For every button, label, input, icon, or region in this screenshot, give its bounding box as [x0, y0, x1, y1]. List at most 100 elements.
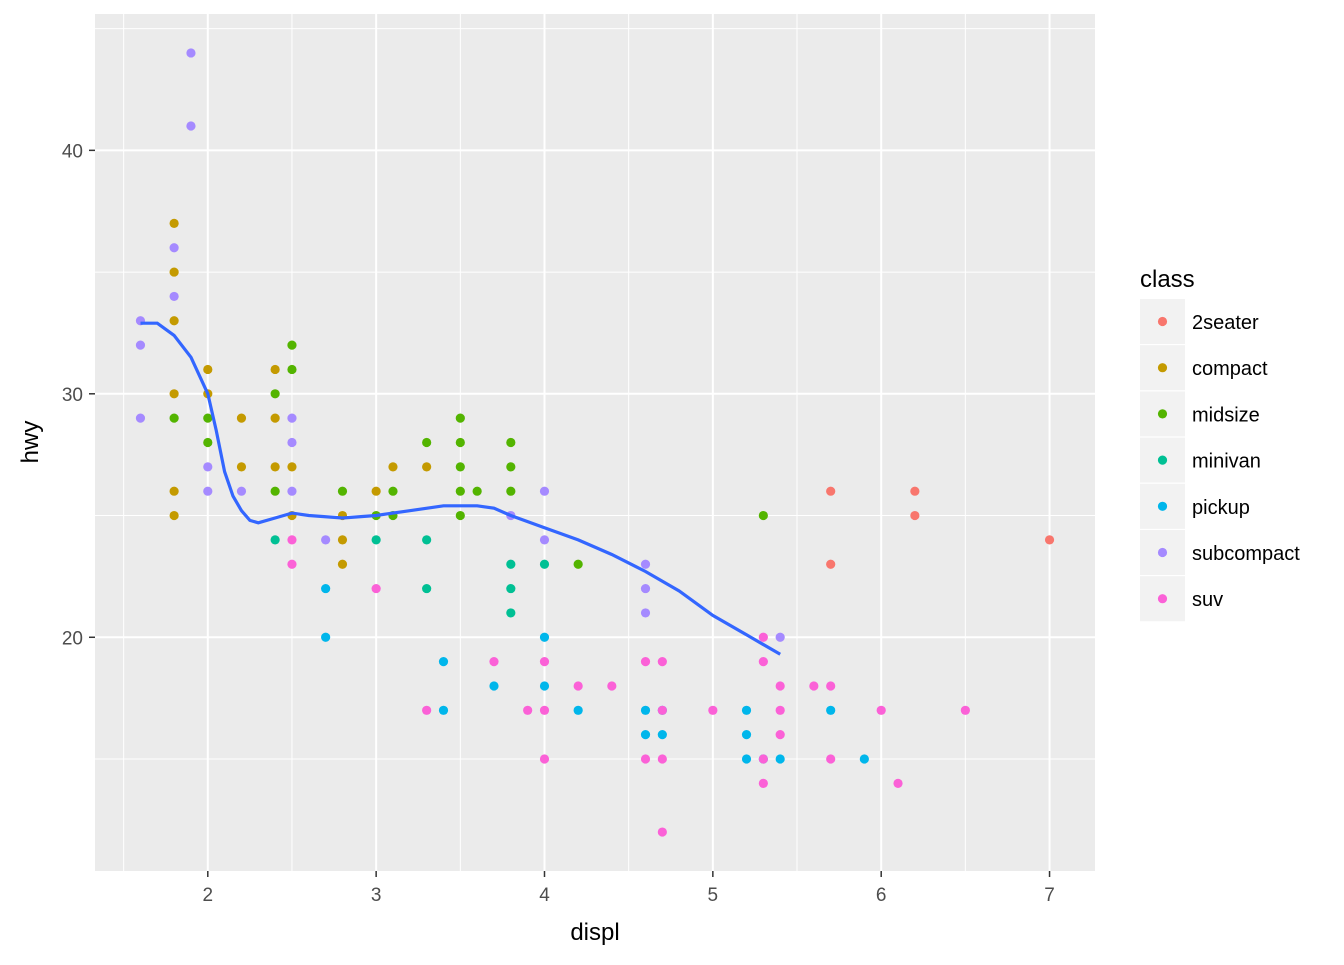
point-compact	[203, 364, 213, 375]
point-compact	[169, 510, 179, 521]
point-midsize	[337, 486, 348, 496]
point-compact	[371, 486, 381, 496]
point-2seater	[826, 486, 836, 496]
point-pickup	[539, 632, 550, 642]
point-2seater	[1044, 535, 1055, 545]
legend-item-midsize: midsize	[1140, 391, 1260, 437]
point-compact	[169, 486, 179, 496]
point-subcompact	[186, 48, 196, 58]
point-subcompact	[135, 340, 146, 350]
y-axis-ticks: 20 30 40	[62, 141, 95, 649]
point-midsize	[506, 437, 516, 448]
point-subcompact	[203, 486, 213, 496]
point-pickup	[321, 583, 331, 594]
legend-label: pickup	[1192, 497, 1250, 519]
point-suv	[775, 705, 785, 715]
point-subcompact	[169, 291, 179, 302]
point-minivan	[506, 608, 516, 618]
point-suv	[893, 778, 903, 788]
point-suv	[758, 778, 768, 788]
point-2seater	[910, 510, 920, 521]
point-midsize	[455, 462, 465, 472]
point-2seater	[910, 486, 920, 496]
point-pickup	[741, 730, 752, 740]
legend-items: 2seater compact midsize minivan pickup subcom…	[1140, 299, 1300, 622]
point-suv	[758, 657, 768, 667]
point-suv	[826, 754, 836, 764]
point-suv	[287, 535, 297, 545]
point-minivan	[539, 559, 550, 569]
point-subcompact	[539, 535, 550, 545]
legend-label: suv	[1192, 589, 1223, 611]
legend-swatch	[1157, 501, 1168, 511]
point-minivan	[422, 583, 432, 594]
x-tick-label: 5	[708, 885, 719, 906]
x-axis-title: displ	[570, 919, 619, 946]
point-2seater	[826, 559, 836, 569]
legend: class 2seater compact midsize minivan pickup…	[1140, 266, 1300, 622]
point-suv	[573, 681, 583, 691]
point-suv	[708, 705, 718, 715]
point-compact	[270, 413, 280, 423]
legend-title: class	[1140, 266, 1195, 293]
point-compact	[388, 462, 398, 472]
legend-label: subcompact	[1192, 543, 1300, 565]
legend-item-pickup: pickup	[1140, 483, 1250, 529]
point-suv	[758, 754, 768, 764]
point-midsize	[270, 389, 280, 399]
point-suv	[422, 705, 432, 715]
point-midsize	[506, 462, 516, 472]
x-tick-label: 7	[1044, 885, 1055, 906]
point-suv	[539, 754, 550, 764]
legend-swatch	[1157, 409, 1168, 419]
point-minivan	[270, 535, 280, 545]
point-suv	[960, 705, 970, 715]
point-compact	[169, 218, 179, 228]
point-pickup	[640, 705, 651, 715]
minor-gridlines	[95, 14, 1095, 871]
point-pickup	[539, 681, 550, 691]
point-suv	[809, 681, 819, 691]
point-compact	[287, 462, 297, 472]
point-pickup	[573, 705, 583, 715]
legend-label: midsize	[1192, 404, 1260, 426]
y-tick-label: 40	[62, 141, 83, 162]
point-midsize	[455, 437, 465, 448]
point-subcompact	[203, 462, 213, 472]
point-midsize	[203, 413, 213, 423]
point-midsize	[287, 340, 297, 350]
point-compact	[169, 389, 179, 399]
point-suv	[657, 827, 667, 837]
legend-label: 2seater	[1192, 312, 1259, 334]
point-pickup	[438, 705, 449, 715]
point-compact	[236, 413, 247, 423]
legend-item-subcompact: subcompact	[1140, 530, 1300, 575]
point-minivan	[422, 535, 432, 545]
legend-item-2seater: 2seater	[1140, 299, 1259, 344]
point-subcompact	[640, 559, 651, 569]
legend-item-compact: compact	[1140, 345, 1268, 391]
x-tick-label: 4	[539, 885, 550, 906]
point-pickup	[657, 730, 667, 740]
point-compact	[337, 535, 348, 545]
point-suv	[826, 681, 836, 691]
x-tick-label: 6	[876, 885, 887, 906]
point-midsize	[203, 437, 213, 448]
point-subcompact	[640, 583, 651, 594]
point-pickup	[640, 730, 651, 740]
point-compact	[270, 462, 280, 472]
y-tick-label: 20	[62, 628, 83, 649]
legend-item-suv: suv	[1140, 576, 1223, 622]
point-midsize	[455, 510, 465, 521]
y-axis-title: hwy	[17, 421, 44, 464]
point-pickup	[741, 754, 752, 764]
point-pickup	[826, 705, 836, 715]
legend-item-minivan: minivan	[1140, 437, 1261, 483]
point-compact	[236, 462, 247, 472]
point-midsize	[573, 559, 583, 569]
point-suv	[539, 657, 550, 667]
point-suv	[657, 705, 667, 715]
point-minivan	[506, 583, 516, 594]
point-pickup	[859, 754, 869, 764]
